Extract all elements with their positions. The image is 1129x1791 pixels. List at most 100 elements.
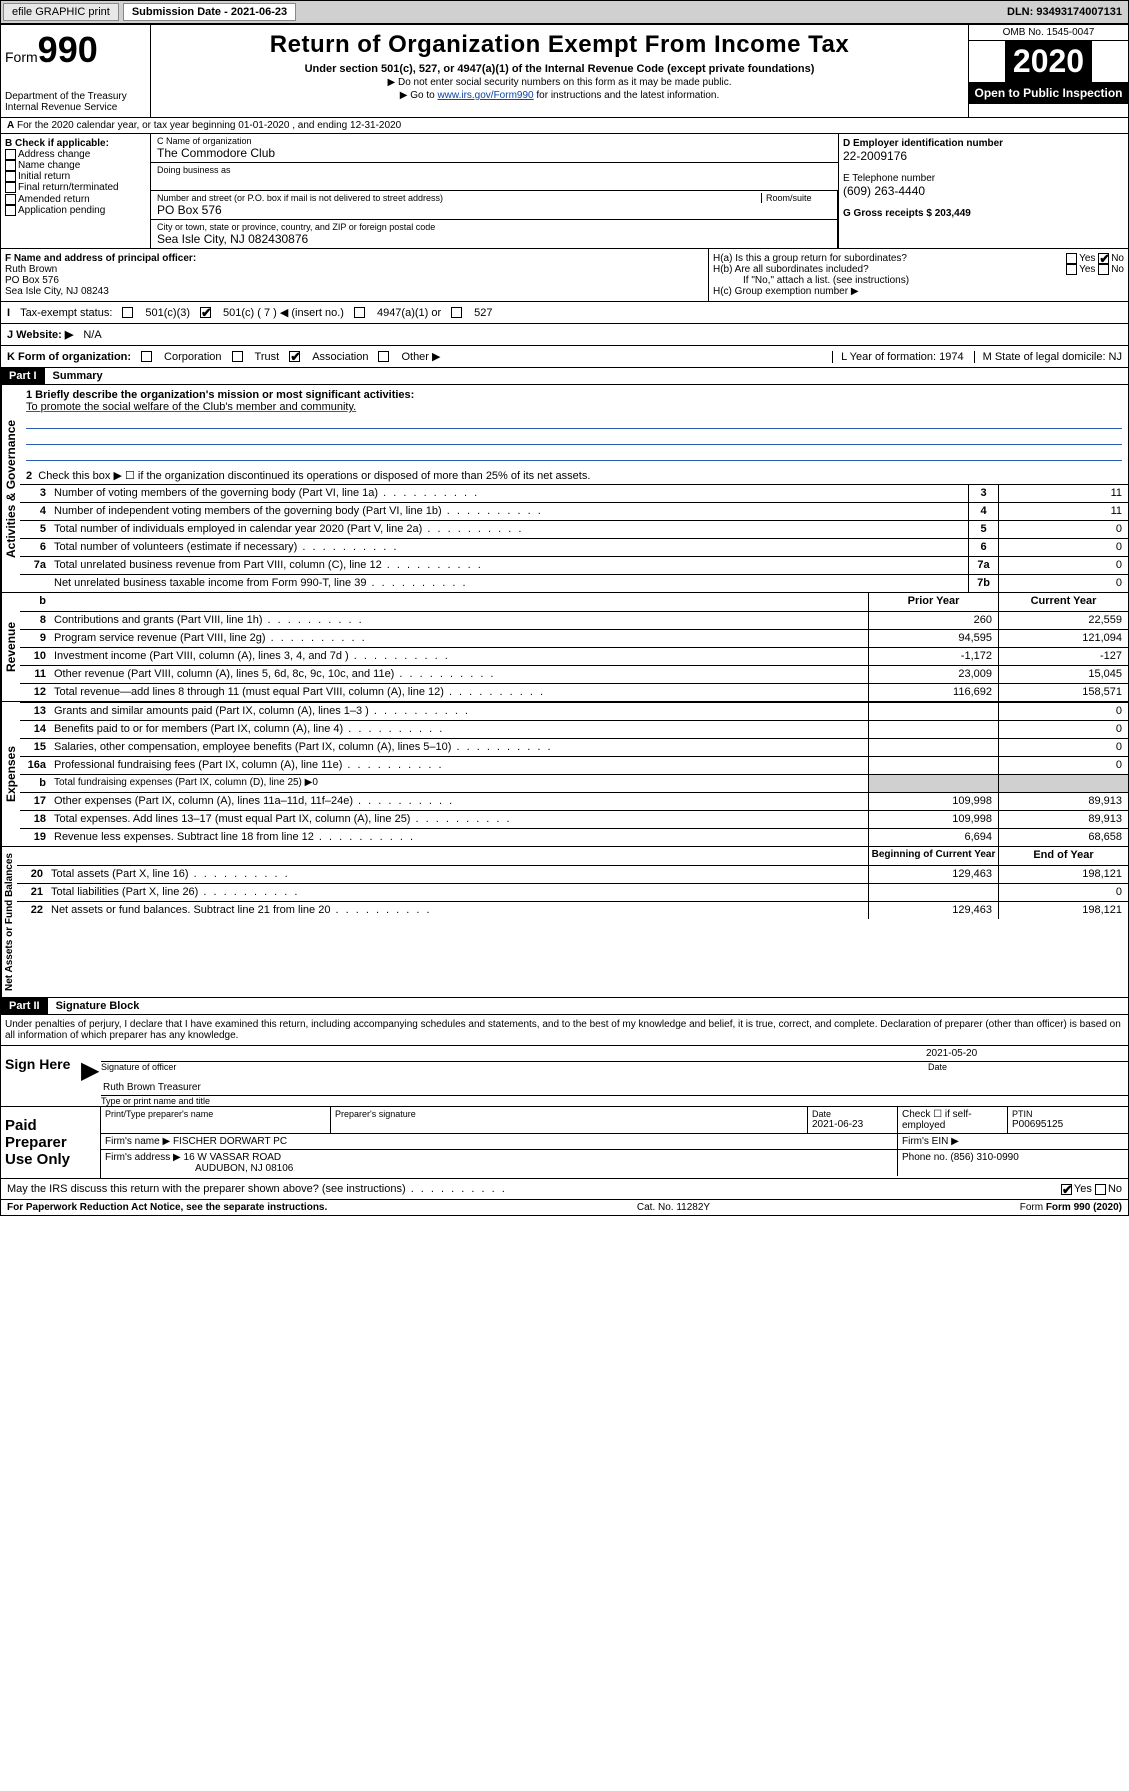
corp-checkbox[interactable] — [141, 351, 152, 362]
addr-label: Number and street (or P.O. box if mail i… — [157, 193, 761, 203]
row-desc: Investment income (Part VIII, column (A)… — [50, 648, 868, 665]
4947-checkbox[interactable] — [354, 307, 365, 318]
amended-checkbox[interactable] — [5, 194, 16, 205]
row-value: 0 — [998, 575, 1128, 592]
hb-note: If "No," attach a list. (see instruction… — [713, 275, 1124, 286]
ha-yes-checkbox[interactable] — [1066, 253, 1077, 264]
row-num: 9 — [20, 630, 50, 647]
app-pending-checkbox[interactable] — [5, 205, 16, 216]
org-name-label: C Name of organization — [157, 136, 832, 146]
table-row: 8Contributions and grants (Part VIII, li… — [20, 611, 1128, 629]
row-ref: 7b — [968, 575, 998, 592]
prior-value — [868, 721, 998, 738]
table-row: 5Total number of individuals employed in… — [20, 520, 1128, 538]
part2-title: Signature Block — [48, 998, 148, 1014]
officer-addr2: Sea Isle City, NJ 08243 — [5, 286, 704, 297]
year-formation: L Year of formation: 1974 — [832, 351, 964, 363]
row-desc: Total liabilities (Part X, line 26) — [47, 884, 868, 901]
row-num: 10 — [20, 648, 50, 665]
line-a: A For the 2020 calendar year, or tax yea… — [0, 118, 1129, 134]
q2-text: Check this box ▶ ☐ if the organization d… — [38, 470, 590, 482]
perjury-text: Under penalties of perjury, I declare th… — [0, 1015, 1129, 1046]
hb-yes-checkbox[interactable] — [1066, 264, 1077, 275]
final-return-checkbox[interactable] — [5, 182, 16, 193]
form-header: Form990 Department of the Treasury Inter… — [0, 24, 1129, 118]
trust-checkbox[interactable] — [232, 351, 243, 362]
part1-title: Summary — [45, 368, 111, 384]
row-num: 21 — [17, 884, 47, 901]
revenue-section: Revenue bPrior YearCurrent Year 8Contrib… — [0, 593, 1129, 702]
ha-no-checkbox[interactable] — [1098, 253, 1109, 264]
box-c: C Name of organizationThe Commodore Club… — [151, 134, 838, 248]
box-f: F Name and address of principal officer:… — [1, 249, 708, 301]
discuss-text: May the IRS discuss this return with the… — [7, 1183, 507, 1195]
row-num: 4 — [20, 503, 50, 520]
phone-label: E Telephone number — [843, 173, 1124, 184]
phone-value: (609) 263-4440 — [843, 184, 1124, 198]
dba-label: Doing business as — [157, 165, 832, 175]
assoc-checkbox[interactable] — [289, 351, 300, 362]
expenses-section: Expenses 13Grants and similar amounts pa… — [0, 702, 1129, 847]
row-desc: Total assets (Part X, line 16) — [47, 866, 868, 883]
ein-label: D Employer identification number — [843, 138, 1124, 149]
row-value: 0 — [998, 557, 1128, 574]
row-num: 13 — [20, 703, 50, 720]
table-row: 16aProfessional fundraising fees (Part I… — [20, 756, 1128, 774]
table-row: 9Program service revenue (Part VIII, lin… — [20, 629, 1128, 647]
row-desc: Revenue less expenses. Subtract line 18 … — [50, 829, 868, 846]
discuss-yes-checkbox[interactable] — [1061, 1184, 1072, 1195]
row-desc: Total number of individuals employed in … — [50, 521, 968, 538]
irs-link[interactable]: www.irs.gov/Form990 — [437, 90, 533, 101]
prior-value: 129,463 — [868, 902, 998, 919]
row-num: 3 — [20, 485, 50, 502]
hb-no-checkbox[interactable] — [1098, 264, 1109, 275]
initial-return-checkbox[interactable] — [5, 171, 16, 182]
table-row: Net unrelated business taxable income fr… — [20, 574, 1128, 592]
submission-date: Submission Date - 2021-06-23 — [123, 3, 296, 21]
gross-receipts: G Gross receipts $ 203,449 — [843, 208, 1124, 219]
current-value: 0 — [998, 884, 1128, 901]
room-label: Room/suite — [761, 193, 831, 203]
topbar: efile GRAPHIC print Submission Date - 20… — [0, 0, 1129, 24]
dept-label: Department of the Treasury Internal Reve… — [5, 91, 146, 113]
prior-year-header: Prior Year — [868, 593, 998, 611]
row-value: 11 — [998, 503, 1128, 520]
501c-checkbox[interactable] — [200, 307, 211, 318]
row-desc: Number of independent voting members of … — [50, 503, 968, 520]
row-num: 15 — [20, 739, 50, 756]
form-number: 990 — [38, 29, 98, 70]
arrow-icon: ▶ — [81, 1046, 101, 1106]
527-checkbox[interactable] — [451, 307, 462, 318]
name-change-checkbox[interactable] — [5, 160, 16, 171]
part2-header: Part II — [1, 998, 48, 1014]
other-checkbox[interactable] — [378, 351, 389, 362]
current-value: 89,913 — [998, 793, 1128, 810]
ein-value: 22-2009176 — [843, 149, 1124, 163]
efile-print-button[interactable]: efile GRAPHIC print — [3, 3, 119, 21]
table-row: 3Number of voting members of the governi… — [20, 484, 1128, 502]
prior-value — [868, 739, 998, 756]
address-change-checkbox[interactable] — [5, 149, 16, 160]
current-value: 0 — [998, 739, 1128, 756]
form-label: Form — [5, 49, 38, 65]
date-label: Date — [928, 1062, 1128, 1072]
street-address: PO Box 576 — [157, 203, 831, 217]
current-value: 0 — [998, 721, 1128, 738]
501c3-checkbox[interactable] — [122, 307, 133, 318]
discuss-no-checkbox[interactable] — [1095, 1184, 1106, 1195]
part1-header: Part I — [1, 368, 45, 384]
form-subtitle: Under section 501(c), 527, or 4947(a)(1)… — [157, 63, 962, 75]
current-value: 198,121 — [998, 902, 1128, 919]
row-num: b — [20, 775, 50, 792]
row-num: 8 — [20, 612, 50, 629]
row-desc: Grants and similar amounts paid (Part IX… — [50, 703, 868, 720]
part1-header-row: Part I Summary — [0, 368, 1129, 385]
firm-phone: Phone no. (856) 310-0990 — [898, 1150, 1128, 1176]
row-desc: Other revenue (Part VIII, column (A), li… — [50, 666, 868, 683]
current-value: 15,045 — [998, 666, 1128, 683]
expenses-vlabel: Expenses — [1, 702, 20, 846]
firm-name-label: Firm's name ▶ — [105, 1136, 170, 1147]
ha-label: H(a) Is this a group return for subordin… — [713, 253, 907, 264]
current-value: 0 — [998, 757, 1128, 774]
row-desc: Total fundraising expenses (Part IX, col… — [50, 775, 868, 792]
